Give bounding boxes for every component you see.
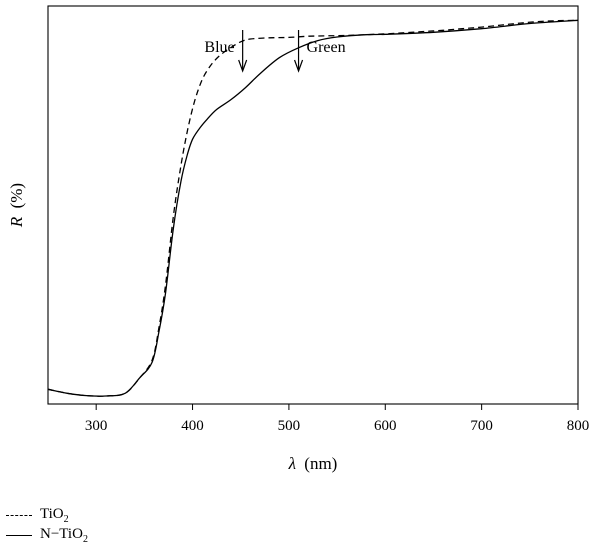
legend-label-n-tio2: N−TiO2 — [40, 526, 88, 545]
y-axis-unit: (%) — [7, 183, 26, 208]
legend-label-tio2: TiO2 — [40, 506, 69, 525]
tick-layer: 300 400 500 600 700 800 — [85, 404, 589, 434]
series-line-tio2 — [47, 19, 579, 397]
x-axis-unit: (nm) — [304, 454, 337, 473]
x-axis-label: λ (nm) — [288, 454, 338, 473]
x-tick-label: 400 — [181, 418, 204, 434]
annotation-arrow-head — [238, 59, 248, 73]
legend-swatch-solid — [6, 535, 32, 536]
legend-swatch-dashed — [6, 515, 32, 516]
x-tick-label: 300 — [85, 418, 108, 434]
series-line-n-tio2 — [47, 19, 579, 397]
annotation-label-green: Green — [307, 39, 346, 56]
legend-item-tio2: TiO2 — [6, 506, 69, 525]
x-axis-symbol: λ — [288, 454, 296, 473]
x-tick-label: 500 — [278, 418, 301, 434]
y-axis-label: R (%) — [7, 183, 26, 228]
annotation-label-blue: Blue — [204, 39, 234, 56]
plot-frame — [47, 5, 579, 405]
legend-item-n-tio2: N−TiO2 — [6, 526, 88, 545]
annotation-layer: Blue Green — [204, 30, 346, 73]
y-axis-symbol: R — [7, 216, 26, 228]
annotation-arrow-head — [293, 59, 304, 73]
x-tick-label: 700 — [470, 418, 493, 434]
x-tick-label: 800 — [567, 418, 590, 434]
x-tick-label: 600 — [374, 418, 397, 434]
